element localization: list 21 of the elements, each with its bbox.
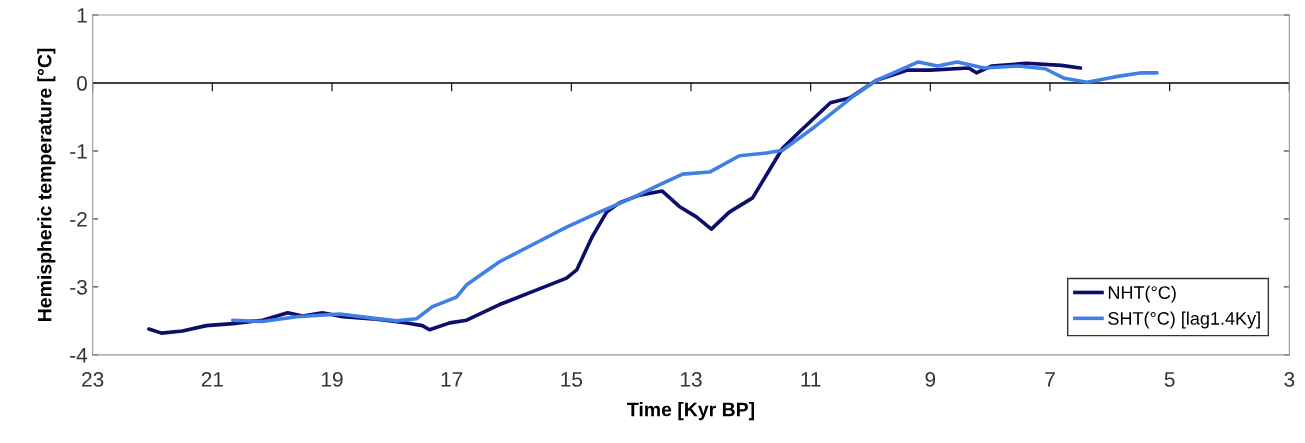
y-tick-label: -3 [70, 279, 87, 295]
y-tick-label: 1 [77, 8, 87, 23]
x-tick-label: 5 [1164, 372, 1175, 387]
y-tick-label: 0 [77, 76, 87, 91]
legend-label: NHT(°C) [1108, 285, 1176, 303]
y-tick-label: -1 [70, 144, 87, 159]
legend-label: SHT(°C) [lag1.4Ky] [1108, 311, 1260, 329]
x-axis-title: Time [Kyr BP] [627, 402, 755, 421]
x-tick-label: 15 [561, 372, 583, 387]
y-tick-label: -2 [70, 211, 87, 227]
y-axis-title: Hemispheric temperature [°C] [37, 48, 56, 321]
x-tick-label: 21 [201, 372, 223, 387]
x-tick-label: 23 [82, 372, 104, 387]
x-tick-label: 17 [441, 372, 463, 387]
x-tick-label: 11 [801, 372, 821, 387]
x-tick-label: 7 [1045, 372, 1055, 387]
x-tick-label: 19 [322, 372, 343, 387]
x-tick-label: 13 [681, 372, 702, 387]
x-tick-label: 3 [1284, 372, 1295, 387]
x-tick-label: 9 [925, 372, 936, 387]
y-tick-label: -4 [70, 348, 88, 363]
